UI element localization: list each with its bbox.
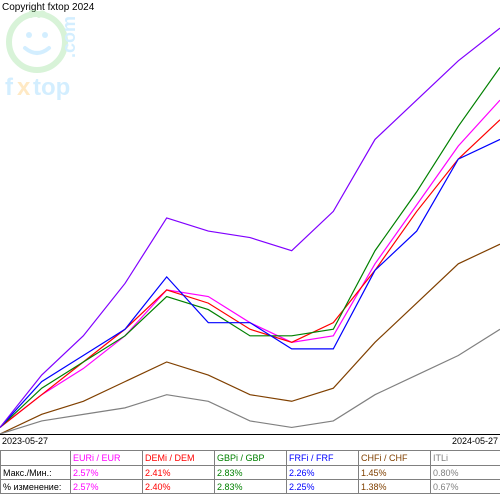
table-corner (1, 451, 71, 466)
series-FRFi / FRF (0, 139, 500, 427)
series-ITLi (0, 329, 500, 434)
legend-header-1: DEMi / DEM (143, 451, 215, 466)
cell-pct-5: 0.67% (431, 480, 500, 494)
cell-pct-1: 2.40% (143, 480, 215, 494)
x-start-label: 2023-05-27 (2, 436, 48, 446)
row-label-max: Макс./Мин.: (1, 466, 71, 480)
series-EURi / EUR (0, 100, 500, 427)
legend-header-3: FRFi / FRF (287, 451, 359, 466)
cell-max-5: 0.80% (431, 466, 500, 480)
legend-header-5: ITLi (431, 451, 500, 466)
cell-pct-0: 2.57% (71, 480, 143, 494)
series-CHFi / CHF (0, 244, 500, 434)
legend-header-2: GBPi / GBP (215, 451, 287, 466)
cell-pct-4: 1.38% (359, 480, 431, 494)
cell-pct-3: 2.25% (287, 480, 359, 494)
series-DEMi / DEM (0, 120, 500, 428)
row-label-pct: % изменение: (1, 480, 71, 494)
copyright-text: Copyright fxtop 2024 (2, 2, 94, 13)
cell-max-2: 2.83% (215, 466, 287, 480)
cell-max-1: 2.41% (143, 466, 215, 480)
cell-max-3: 2.26% (287, 466, 359, 480)
cell-pct-2: 2.83% (215, 480, 287, 494)
legend-header-4: CHFi / CHF (359, 451, 431, 466)
cell-max-4: 1.45% (359, 466, 431, 480)
legend-header-0: EURi / EUR (71, 451, 143, 466)
x-axis-labels: 2023-05-27 2024-05-27 (0, 436, 500, 448)
x-end-label: 2024-05-27 (452, 436, 498, 446)
line-chart (0, 15, 500, 434)
cell-max-0: 2.57% (71, 466, 143, 480)
legend-table: EURi / EURDEMi / DEMGBPi / GBPFRFi / FRF… (0, 450, 500, 494)
chart-area (0, 15, 500, 435)
